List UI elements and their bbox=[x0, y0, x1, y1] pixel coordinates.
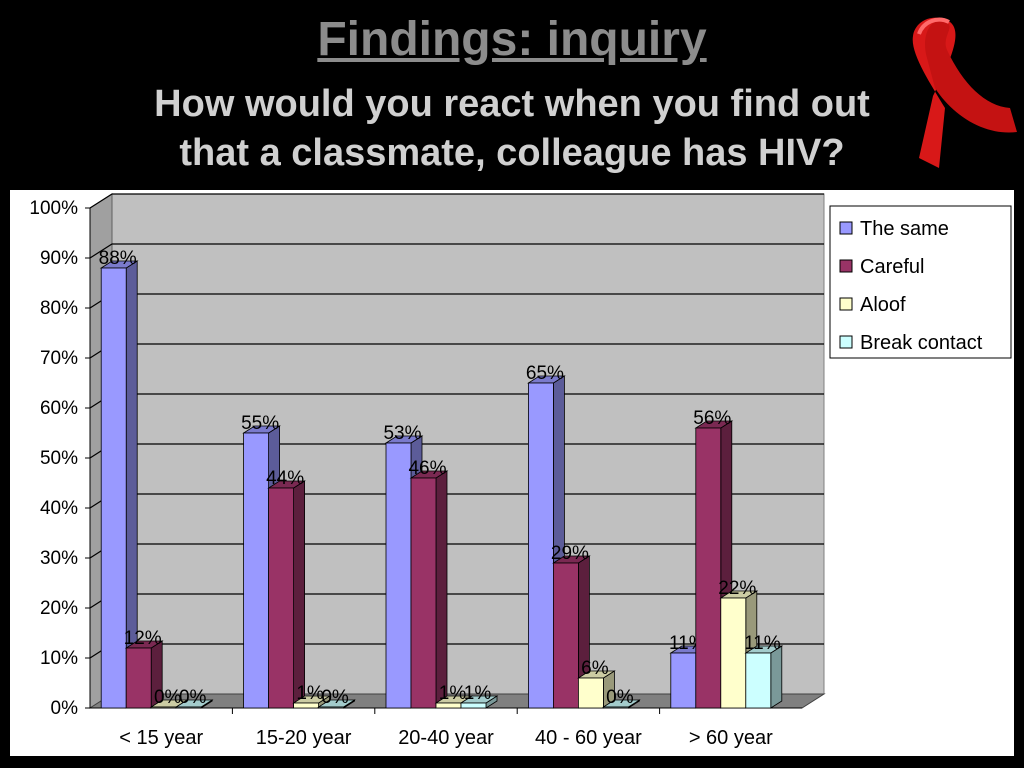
bar-side bbox=[435, 470, 448, 709]
bar bbox=[720, 597, 747, 709]
y-tick-label: 80% bbox=[40, 298, 78, 319]
y-tick-label: 40% bbox=[40, 498, 78, 519]
y-tick-label: 90% bbox=[40, 248, 78, 269]
bar bbox=[125, 647, 152, 709]
data-label: 56% bbox=[693, 408, 731, 429]
y-tick-label: 100% bbox=[29, 198, 78, 219]
data-label: 46% bbox=[408, 458, 446, 479]
data-label: 65% bbox=[526, 363, 564, 384]
legend-box bbox=[829, 205, 1012, 359]
data-label: 53% bbox=[383, 423, 421, 444]
y-tick-label: 30% bbox=[40, 548, 78, 569]
legend-label: The same bbox=[860, 218, 949, 240]
data-label: 55% bbox=[241, 413, 279, 434]
bar bbox=[175, 706, 202, 709]
legend-label: Break contact bbox=[860, 332, 983, 354]
bar bbox=[318, 706, 345, 709]
legend-swatch bbox=[839, 259, 853, 273]
bar bbox=[578, 677, 604, 709]
bar bbox=[460, 702, 487, 709]
x-tick-label: > 60 year bbox=[689, 727, 773, 749]
y-tick-label: 10% bbox=[40, 648, 78, 669]
red-awareness-ribbon-icon bbox=[912, 17, 1017, 169]
bar bbox=[293, 702, 320, 709]
legend-swatch bbox=[839, 221, 853, 235]
bar-side bbox=[293, 480, 306, 709]
data-label: 12% bbox=[124, 628, 162, 649]
x-tick-label: 20-40 year bbox=[398, 727, 494, 749]
y-tick-label: 70% bbox=[40, 348, 78, 369]
bar bbox=[385, 442, 412, 709]
data-label: 11% bbox=[744, 633, 781, 654]
data-label: 29% bbox=[551, 543, 589, 564]
data-label: 1% bbox=[439, 683, 467, 704]
data-label: 1% bbox=[296, 683, 324, 704]
legend-swatch bbox=[839, 335, 853, 349]
chart-panel: 0% 10% 20% 30% 40% 50% 60% 70% 80% 90% 100% 88% 12% 0… bbox=[10, 190, 1014, 756]
data-label: 22% bbox=[718, 578, 756, 599]
bar-side bbox=[770, 645, 783, 709]
subtitle-line-2: that a classmate, colleague has HIV? bbox=[179, 132, 845, 174]
bar-chart: 0% 10% 20% 30% 40% 50% 60% 70% 80% 90% 100% 88% 12% 0… bbox=[29, 193, 1012, 749]
bar bbox=[410, 477, 437, 709]
x-tick-label: 15-20 year bbox=[256, 727, 352, 749]
subtitle-line-1: How would you react when you find out bbox=[154, 83, 870, 125]
data-label: 6% bbox=[581, 658, 609, 679]
bar bbox=[243, 432, 270, 709]
bar bbox=[603, 706, 629, 709]
bar bbox=[670, 652, 697, 709]
x-tick-label: < 15 year bbox=[119, 727, 203, 749]
y-tick-label: 20% bbox=[40, 598, 78, 619]
gridline bbox=[89, 193, 824, 209]
x-tick-label: 40 - 60 year bbox=[535, 727, 642, 749]
slide-title: Findings: inquiry bbox=[317, 13, 707, 66]
legend-label: Careful bbox=[860, 256, 924, 278]
bar bbox=[745, 652, 772, 709]
legend-label: Aloof bbox=[860, 294, 906, 316]
data-label: 44% bbox=[266, 468, 304, 489]
y-tick-label: 50% bbox=[40, 448, 78, 469]
bar bbox=[553, 562, 579, 709]
data-label: 0% bbox=[606, 687, 634, 708]
data-label: 0% bbox=[154, 687, 182, 708]
bar bbox=[695, 427, 722, 709]
bar bbox=[268, 487, 295, 709]
slide-subtitle: How would you react when you find out th… bbox=[60, 80, 964, 178]
y-tick-label: 0% bbox=[51, 698, 79, 719]
bar bbox=[528, 382, 554, 709]
data-label: 1% bbox=[464, 683, 492, 704]
data-label: 88% bbox=[99, 248, 137, 269]
bar bbox=[100, 267, 127, 709]
legend-swatch bbox=[839, 297, 853, 311]
gridline bbox=[89, 243, 824, 259]
data-label: 0% bbox=[321, 687, 349, 708]
y-tick-label: 60% bbox=[40, 398, 78, 419]
data-label: 0% bbox=[179, 687, 207, 708]
